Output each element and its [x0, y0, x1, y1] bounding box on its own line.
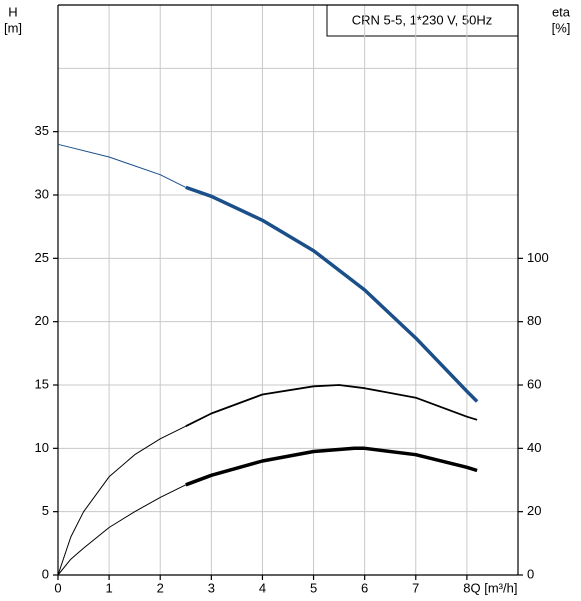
- x-tick-label: 6: [361, 580, 368, 595]
- x-tick-label: 7: [412, 580, 419, 595]
- x-tick-label: 8: [463, 580, 470, 595]
- y-tick-label: 20: [35, 313, 49, 328]
- y-tick-label: 25: [35, 250, 49, 265]
- y2-tick-label: 0: [527, 566, 534, 581]
- y2-tick-label: 100: [527, 250, 549, 265]
- chart-title: CRN 5-5, 1*230 V, 50Hz: [352, 12, 492, 27]
- curve: [57, 425, 187, 576]
- y-tick-label: 30: [35, 186, 49, 201]
- x-tick-label: 5: [310, 580, 317, 595]
- curve: [185, 446, 478, 487]
- y-tick-label: 0: [42, 566, 49, 581]
- y2-tick-label: 60: [527, 376, 541, 391]
- y-label: H: [8, 4, 17, 19]
- x-tick-label: 4: [259, 580, 266, 595]
- x-label: Q [m³/h]: [471, 580, 518, 595]
- y-tick-label: 35: [35, 123, 49, 138]
- x-tick-label: 0: [54, 580, 61, 595]
- x-tick-label: 1: [105, 580, 112, 595]
- y-tick-label: 15: [35, 376, 49, 391]
- y-tick-label: 5: [42, 503, 49, 518]
- curve: [57, 143, 187, 188]
- curve: [185, 384, 478, 428]
- y2-tick-label: 40: [527, 440, 541, 455]
- curve: [57, 484, 187, 576]
- x-tick-label: 2: [157, 580, 164, 595]
- curve: [185, 185, 479, 403]
- y2-tick-label: 80: [527, 313, 541, 328]
- y2-tick-label: 20: [527, 503, 541, 518]
- y2-label: eta: [552, 4, 571, 19]
- title-box: [326, 4, 519, 37]
- y-unit: [m]: [4, 20, 22, 35]
- y2-unit: [%]: [552, 20, 571, 35]
- y-tick-label: 10: [35, 440, 49, 455]
- x-tick-label: 3: [208, 580, 215, 595]
